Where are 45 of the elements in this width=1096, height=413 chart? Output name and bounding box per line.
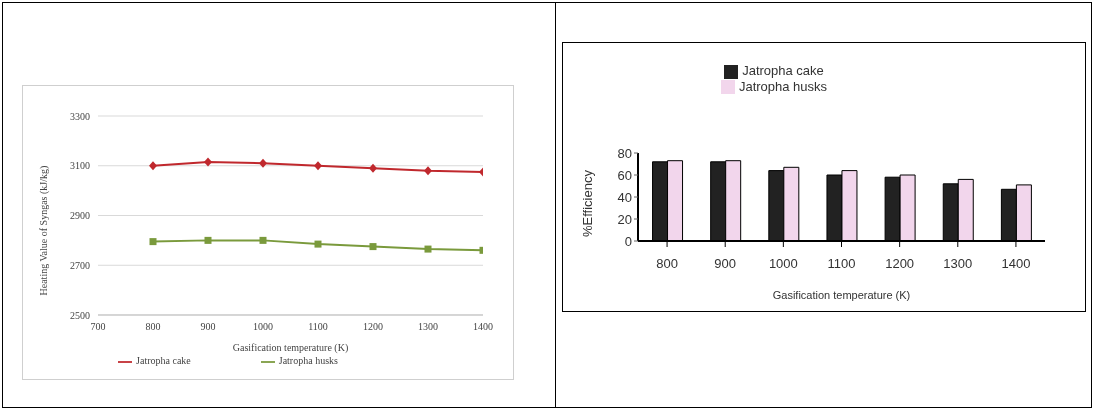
y-tick-label: 0 xyxy=(624,233,632,249)
y-tick-label: 3100 xyxy=(70,160,90,172)
y-tick-label: 3300 xyxy=(70,110,90,122)
x-axis-title: Gasification temperature (K) xyxy=(232,342,349,354)
point xyxy=(204,236,212,244)
y-tick-label: 20 xyxy=(617,211,632,227)
y-tick-label: 40 xyxy=(617,189,632,205)
point xyxy=(424,245,432,253)
y-tick-label: 2900 xyxy=(70,210,90,222)
x-tick-label: 900 xyxy=(200,321,216,333)
x-tick-label: 1000 xyxy=(768,256,798,272)
point xyxy=(259,158,267,168)
x-tick-label: 900 xyxy=(714,256,737,272)
point xyxy=(204,157,212,167)
point xyxy=(369,163,377,173)
y-tick-label: 60 xyxy=(617,167,632,183)
x-tick-label: 1100 xyxy=(827,256,856,272)
x-tick-label: 1200 xyxy=(363,321,383,333)
point xyxy=(149,161,157,171)
legend-label: Jatropha husks xyxy=(738,78,828,94)
x-axis-title: Gasification temperature (K) xyxy=(772,289,911,301)
x-tick-label: 1300 xyxy=(418,321,438,333)
point xyxy=(259,236,267,244)
y-tick-label: 2700 xyxy=(70,259,90,271)
x-tick-label: 1400 xyxy=(1001,256,1031,272)
y-axis-title: Heating Value of Syngas (kJ/kg) xyxy=(37,165,50,296)
y-tick-label: 80 xyxy=(617,145,632,161)
legend-label: Jatropha cake xyxy=(742,63,824,78)
x-tick-label: 1400 xyxy=(473,321,493,333)
y-axis-title: %Efficiency xyxy=(579,169,595,237)
x-tick-label: 800 xyxy=(145,321,161,333)
x-tick-label: 800 xyxy=(656,256,678,272)
x-tick-label: 1000 xyxy=(253,321,273,333)
point xyxy=(369,243,377,251)
legend-label: Jatropha husks xyxy=(278,355,338,367)
x-tick-label: 1200 xyxy=(885,256,915,272)
point xyxy=(149,238,157,246)
point xyxy=(424,166,432,176)
point xyxy=(314,161,322,171)
x-tick-label: 1100 xyxy=(308,321,328,333)
y-tick-label: 2500 xyxy=(70,309,90,321)
x-tick-label: 1300 xyxy=(943,256,973,272)
point xyxy=(314,240,322,248)
x-tick-label: 700 xyxy=(90,321,106,333)
legend-label: Jatropha cake xyxy=(136,355,191,367)
